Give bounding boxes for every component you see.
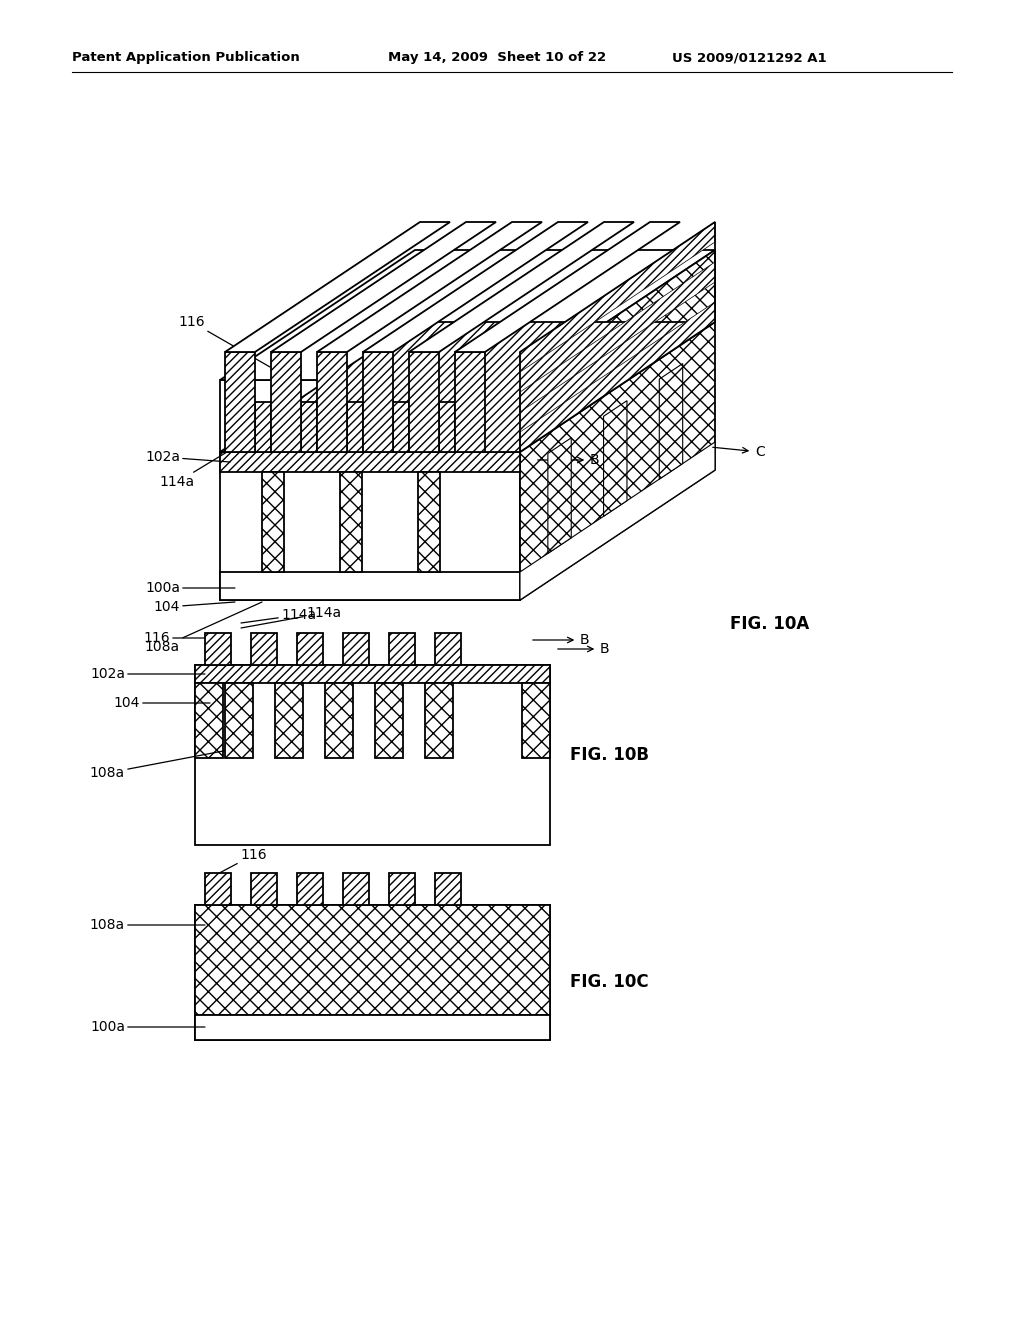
Text: 114a: 114a: [241, 609, 316, 623]
Bar: [375, 682, 403, 758]
Text: C: C: [713, 445, 765, 459]
Bar: [435, 634, 461, 665]
Polygon shape: [362, 222, 588, 352]
Text: FIG. 10A: FIG. 10A: [730, 615, 809, 634]
Bar: [275, 682, 303, 758]
Polygon shape: [220, 451, 520, 473]
Text: 104: 104: [154, 601, 234, 614]
Text: 102a: 102a: [90, 667, 205, 681]
Polygon shape: [418, 473, 440, 572]
Bar: [195, 665, 550, 682]
Polygon shape: [317, 222, 542, 352]
Text: 100a: 100a: [145, 581, 234, 595]
Text: 108a: 108a: [90, 917, 205, 932]
Polygon shape: [362, 352, 393, 451]
Bar: [389, 634, 415, 665]
Polygon shape: [220, 572, 520, 601]
Bar: [195, 1015, 550, 1040]
Text: 114a: 114a: [160, 432, 260, 488]
Text: 114a: 114a: [241, 606, 341, 628]
Polygon shape: [455, 222, 680, 352]
Polygon shape: [409, 222, 634, 352]
Polygon shape: [548, 438, 571, 553]
Text: Patent Application Publication: Patent Application Publication: [72, 51, 300, 65]
Polygon shape: [255, 403, 271, 451]
Bar: [195, 906, 550, 1015]
Polygon shape: [220, 249, 715, 380]
Polygon shape: [659, 363, 683, 479]
Bar: [195, 665, 550, 845]
Text: 116: 116: [178, 315, 270, 367]
Bar: [425, 682, 453, 758]
Bar: [205, 873, 231, 906]
Polygon shape: [225, 352, 255, 451]
Bar: [225, 682, 253, 758]
Polygon shape: [393, 403, 409, 451]
Polygon shape: [439, 403, 455, 451]
Bar: [195, 906, 550, 1040]
Text: FIG. 10C: FIG. 10C: [570, 973, 648, 991]
Bar: [297, 873, 323, 906]
Polygon shape: [409, 352, 439, 451]
Polygon shape: [520, 442, 715, 601]
Bar: [389, 873, 415, 906]
Polygon shape: [262, 473, 284, 572]
Polygon shape: [520, 249, 715, 601]
Text: 116: 116: [210, 847, 266, 878]
Bar: [205, 634, 231, 665]
Bar: [297, 634, 323, 665]
Polygon shape: [603, 401, 627, 516]
Text: 108a: 108a: [144, 602, 262, 653]
Polygon shape: [520, 222, 715, 372]
Bar: [522, 682, 550, 758]
Text: 108a: 108a: [90, 748, 239, 780]
Polygon shape: [220, 322, 715, 451]
Text: 116: 116: [143, 631, 205, 645]
Bar: [435, 873, 461, 906]
Polygon shape: [455, 352, 485, 451]
Text: B: B: [538, 453, 600, 467]
Text: B: B: [558, 642, 609, 656]
Bar: [195, 682, 223, 758]
Text: US 2009/0121292 A1: US 2009/0121292 A1: [672, 51, 826, 65]
Bar: [343, 634, 369, 665]
Polygon shape: [340, 473, 362, 572]
Polygon shape: [271, 352, 301, 451]
Text: 102a: 102a: [145, 450, 230, 465]
Bar: [325, 682, 353, 758]
Polygon shape: [225, 222, 450, 352]
Polygon shape: [520, 302, 715, 451]
Text: B: B: [532, 634, 590, 647]
Polygon shape: [317, 352, 347, 451]
Bar: [251, 873, 278, 906]
Bar: [343, 873, 369, 906]
Polygon shape: [271, 222, 496, 352]
Polygon shape: [220, 380, 520, 601]
Polygon shape: [520, 261, 715, 412]
Bar: [251, 634, 278, 665]
Polygon shape: [347, 403, 362, 451]
Text: 100a: 100a: [90, 1020, 205, 1034]
Text: May 14, 2009  Sheet 10 of 22: May 14, 2009 Sheet 10 of 22: [388, 51, 606, 65]
Text: FIG. 10B: FIG. 10B: [570, 746, 649, 764]
Polygon shape: [301, 403, 317, 451]
Text: 104: 104: [114, 696, 210, 710]
